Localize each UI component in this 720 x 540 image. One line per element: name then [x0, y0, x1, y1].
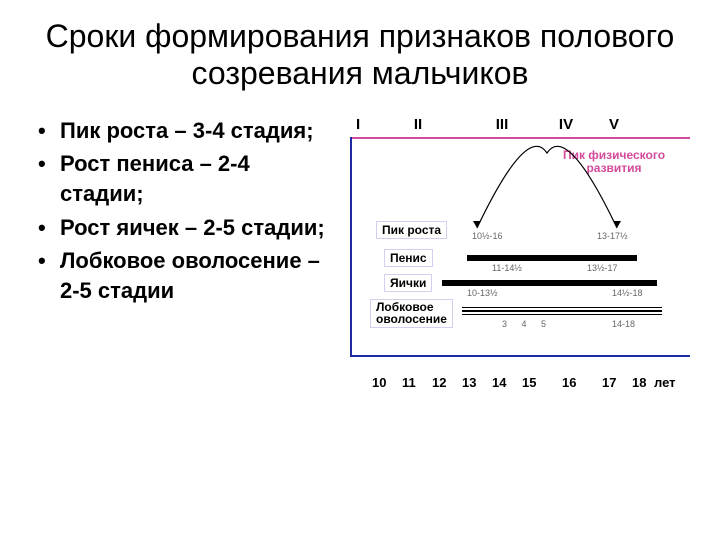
axis-tick: 11	[402, 375, 416, 390]
stage-label: III	[466, 116, 538, 133]
axis-tick: 17	[602, 375, 616, 390]
slide-title: Сроки формирования признаков полового со…	[30, 18, 690, 92]
stage-label: IV	[538, 116, 594, 133]
axis-tick: 16	[562, 375, 576, 390]
right-column: I II III IV V Пик физического развития	[350, 116, 690, 357]
range-text: 10½-16	[472, 231, 503, 241]
bullet-item: Лобковое оволосение – 2-5 стадии	[38, 246, 330, 305]
stage-label: V	[594, 116, 634, 133]
chart-top-border	[352, 137, 690, 139]
axis-unit: лет	[654, 375, 676, 390]
range-text: 13-17½	[597, 231, 628, 241]
bar-testes	[442, 280, 657, 286]
axis-tick: 14	[492, 375, 506, 390]
chart-wrap: I II III IV V Пик физического развития	[350, 116, 690, 357]
axis-tick: 13	[462, 375, 476, 390]
bullet-item: Пик роста – 3-4 стадия;	[38, 116, 330, 146]
row-label-pubic: Лобковое оволосение	[370, 299, 453, 328]
slide-root: Сроки формирования признаков полового со…	[0, 0, 720, 540]
axis-tick: 18	[632, 375, 646, 390]
range-text: 14-18	[612, 319, 635, 329]
axis-tick: 12	[432, 375, 446, 390]
row-label-growth: Пик роста	[376, 221, 447, 239]
axis-tick: 10	[372, 375, 386, 390]
row-label-testes: Яички	[384, 274, 432, 292]
bullet-item: Рост яичек – 2-5 стадии;	[38, 213, 330, 243]
bullet-list: Пик роста – 3-4 стадия; Рост пениса – 2-…	[30, 116, 330, 306]
stage-label: II	[370, 116, 466, 133]
content-row: Пик роста – 3-4 стадия; Рост пениса – 2-…	[30, 116, 690, 357]
bullet-item: Рост пениса – 2-4 стадии;	[38, 149, 330, 208]
triple-line	[462, 307, 662, 316]
left-column: Пик роста – 3-4 стадия; Рост пениса – 2-…	[30, 116, 330, 357]
row-label-penis: Пенис	[384, 249, 433, 267]
stage-label: I	[356, 116, 370, 133]
range-text: 13½-17	[587, 263, 618, 273]
axis-tick: 15	[522, 375, 536, 390]
range-text: 10-13½	[467, 288, 498, 298]
range-text: 11-14½	[492, 263, 522, 273]
bar-penis	[467, 255, 637, 261]
stage-header: I II III IV V	[350, 116, 690, 133]
range-text: 3 4 5	[502, 319, 552, 329]
range-text: 14½-18	[612, 288, 643, 298]
chart-box: Пик физического развития Пик роста 10½-1…	[350, 137, 690, 357]
growth-curve	[472, 143, 622, 233]
